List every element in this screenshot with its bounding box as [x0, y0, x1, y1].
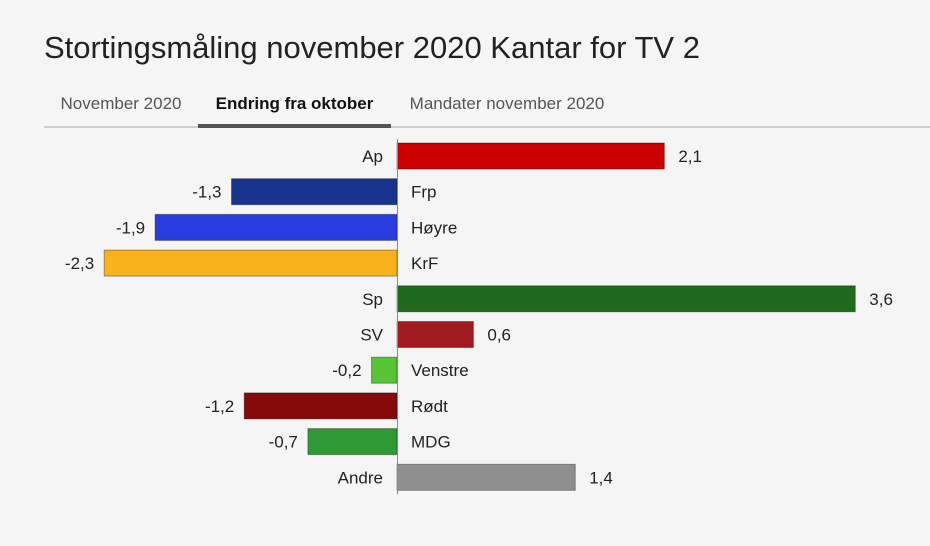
value-label: -0,2	[332, 361, 361, 380]
tab-november-2020[interactable]: November 2020	[60, 94, 182, 113]
bar-frp	[231, 178, 398, 206]
value-label: 1,4	[589, 468, 613, 487]
category-label: Frp	[411, 183, 437, 202]
category-label: KrF	[411, 254, 438, 273]
value-label: -2,3	[65, 254, 94, 273]
bar-venstre	[371, 356, 398, 384]
tab-mandater-november-2020[interactable]: Mandater november 2020	[409, 94, 605, 113]
category-label: SV	[360, 326, 383, 345]
bar-ap	[396, 142, 665, 170]
chart-title: Stortingsmåling november 2020 Kantar for…	[44, 30, 700, 65]
bar-krf	[103, 249, 398, 277]
bar-sp	[396, 285, 856, 313]
category-label: Ap	[362, 147, 383, 166]
category-label: Sp	[362, 290, 383, 309]
tab-bar: November 2020 Endring fra oktober Mandat…	[44, 86, 930, 128]
bar-sv	[396, 321, 474, 348]
bar-høyre	[154, 213, 398, 241]
bar-andre	[396, 463, 576, 491]
bar-mdg	[307, 428, 398, 456]
value-label: -1,9	[116, 218, 145, 237]
value-label: 2,1	[678, 147, 702, 166]
category-label: MDG	[411, 433, 451, 452]
value-label: -1,3	[192, 183, 221, 202]
category-label: Andre	[338, 468, 383, 487]
value-label: 0,6	[487, 326, 511, 345]
category-label: Rødt	[411, 397, 448, 416]
category-label: Høyre	[411, 218, 457, 237]
value-label: -0,7	[269, 433, 298, 452]
value-label: -1,2	[205, 397, 234, 416]
value-label: 3,6	[869, 290, 893, 309]
bar-rødt	[243, 392, 398, 420]
category-label: Venstre	[411, 361, 469, 380]
tab-endring-fra-oktober[interactable]: Endring fra oktober	[198, 86, 391, 128]
